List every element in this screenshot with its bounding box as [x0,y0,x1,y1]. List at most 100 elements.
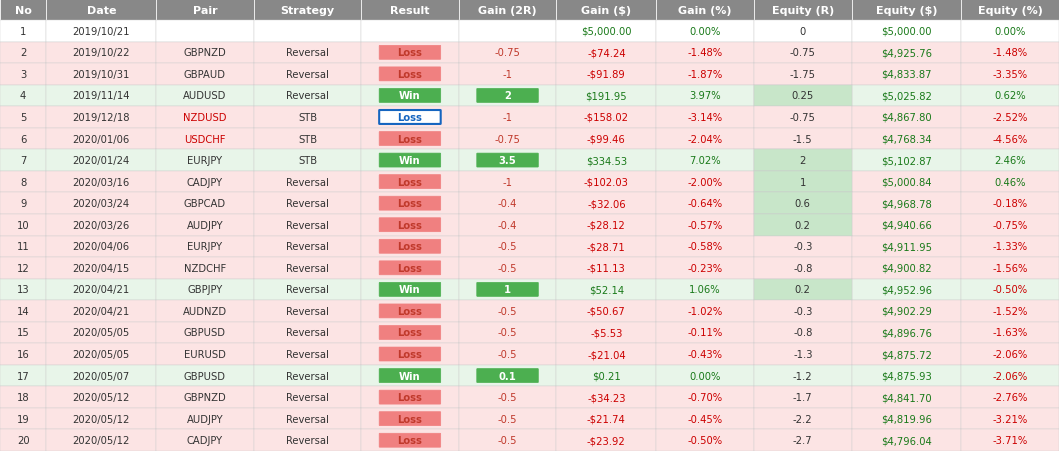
Bar [657,64,754,85]
Text: -$5.53: -$5.53 [590,328,623,338]
Text: 2020/01/06: 2020/01/06 [73,134,130,144]
Text: $4,952.96: $4,952.96 [881,285,932,295]
Bar [459,365,556,387]
Bar [361,236,459,258]
Bar [361,300,459,322]
Bar [556,193,657,215]
Text: Loss: Loss [397,134,423,144]
Text: $0.21: $0.21 [592,371,621,381]
Text: -0.3: -0.3 [793,306,812,316]
Bar [0,21,47,42]
FancyBboxPatch shape [379,390,441,404]
Text: 4: 4 [20,91,26,101]
Bar [851,171,962,193]
Text: 1: 1 [800,177,806,187]
Text: -1.75: -1.75 [790,70,815,80]
Text: -0.18%: -0.18% [992,199,1028,209]
Bar [0,429,47,451]
Text: 0: 0 [800,27,806,37]
Bar [657,215,754,236]
Text: -0.23%: -0.23% [687,263,722,273]
FancyBboxPatch shape [477,283,538,297]
Bar [254,42,361,64]
Bar [361,150,459,171]
Text: -1.2: -1.2 [793,371,812,381]
Bar [0,85,47,107]
Text: -0.57%: -0.57% [687,220,723,230]
Text: 7.02%: 7.02% [689,156,721,166]
Bar [361,365,459,387]
Bar [851,42,962,64]
Bar [0,0,47,21]
Bar [156,258,254,279]
Text: 17: 17 [17,371,30,381]
Text: -3.14%: -3.14% [687,113,722,123]
Bar [254,193,361,215]
Bar [657,279,754,300]
Bar [754,215,851,236]
FancyBboxPatch shape [379,369,441,383]
Text: 2020/05/12: 2020/05/12 [73,392,130,402]
Text: -1.33%: -1.33% [992,242,1028,252]
Bar [459,300,556,322]
Bar [156,365,254,387]
Text: Loss: Loss [397,306,423,316]
Bar [657,129,754,150]
Bar [0,193,47,215]
Text: Reversal: Reversal [286,91,329,101]
Text: 2020/05/05: 2020/05/05 [73,328,130,338]
Text: 3: 3 [20,70,26,80]
Text: GBPUSD: GBPUSD [184,328,226,338]
Bar [851,365,962,387]
Text: -1.3: -1.3 [793,349,812,359]
Bar [0,64,47,85]
Text: 15: 15 [17,328,30,338]
Bar [851,0,962,21]
Text: 2020/03/16: 2020/03/16 [73,177,130,187]
Text: -$102.03: -$102.03 [584,177,629,187]
Text: 12: 12 [17,263,30,273]
Bar [47,322,156,344]
FancyBboxPatch shape [379,283,441,297]
Bar [0,322,47,344]
Bar [156,21,254,42]
Bar [851,21,962,42]
Bar [754,85,851,107]
Bar [754,193,851,215]
Bar [556,171,657,193]
Text: NZDCHF: NZDCHF [184,263,226,273]
Bar [361,215,459,236]
Text: -$11.13: -$11.13 [587,263,626,273]
Text: Loss: Loss [397,414,423,424]
Text: 16: 16 [17,349,30,359]
Bar [361,279,459,300]
Text: $4,875.93: $4,875.93 [881,371,932,381]
Bar [556,429,657,451]
Text: Loss: Loss [397,177,423,187]
Bar [47,344,156,365]
Bar [47,429,156,451]
Bar [754,150,851,171]
Text: 6: 6 [20,134,26,144]
Bar [556,300,657,322]
Bar [156,129,254,150]
Bar [962,300,1059,322]
Text: Reversal: Reversal [286,263,329,273]
Bar [657,429,754,451]
Bar [657,21,754,42]
Bar [254,0,361,21]
Text: Loss: Loss [397,392,423,402]
Bar [0,258,47,279]
Bar [459,129,556,150]
Bar [254,129,361,150]
Text: -0.5: -0.5 [498,306,517,316]
Text: USDCHF: USDCHF [184,134,226,144]
Text: Reversal: Reversal [286,177,329,187]
Bar [47,236,156,258]
Text: EURJPY: EURJPY [187,156,222,166]
Bar [0,365,47,387]
Text: -$28.71: -$28.71 [587,242,626,252]
Bar [361,322,459,344]
Text: 2: 2 [20,48,26,58]
Bar [851,64,962,85]
